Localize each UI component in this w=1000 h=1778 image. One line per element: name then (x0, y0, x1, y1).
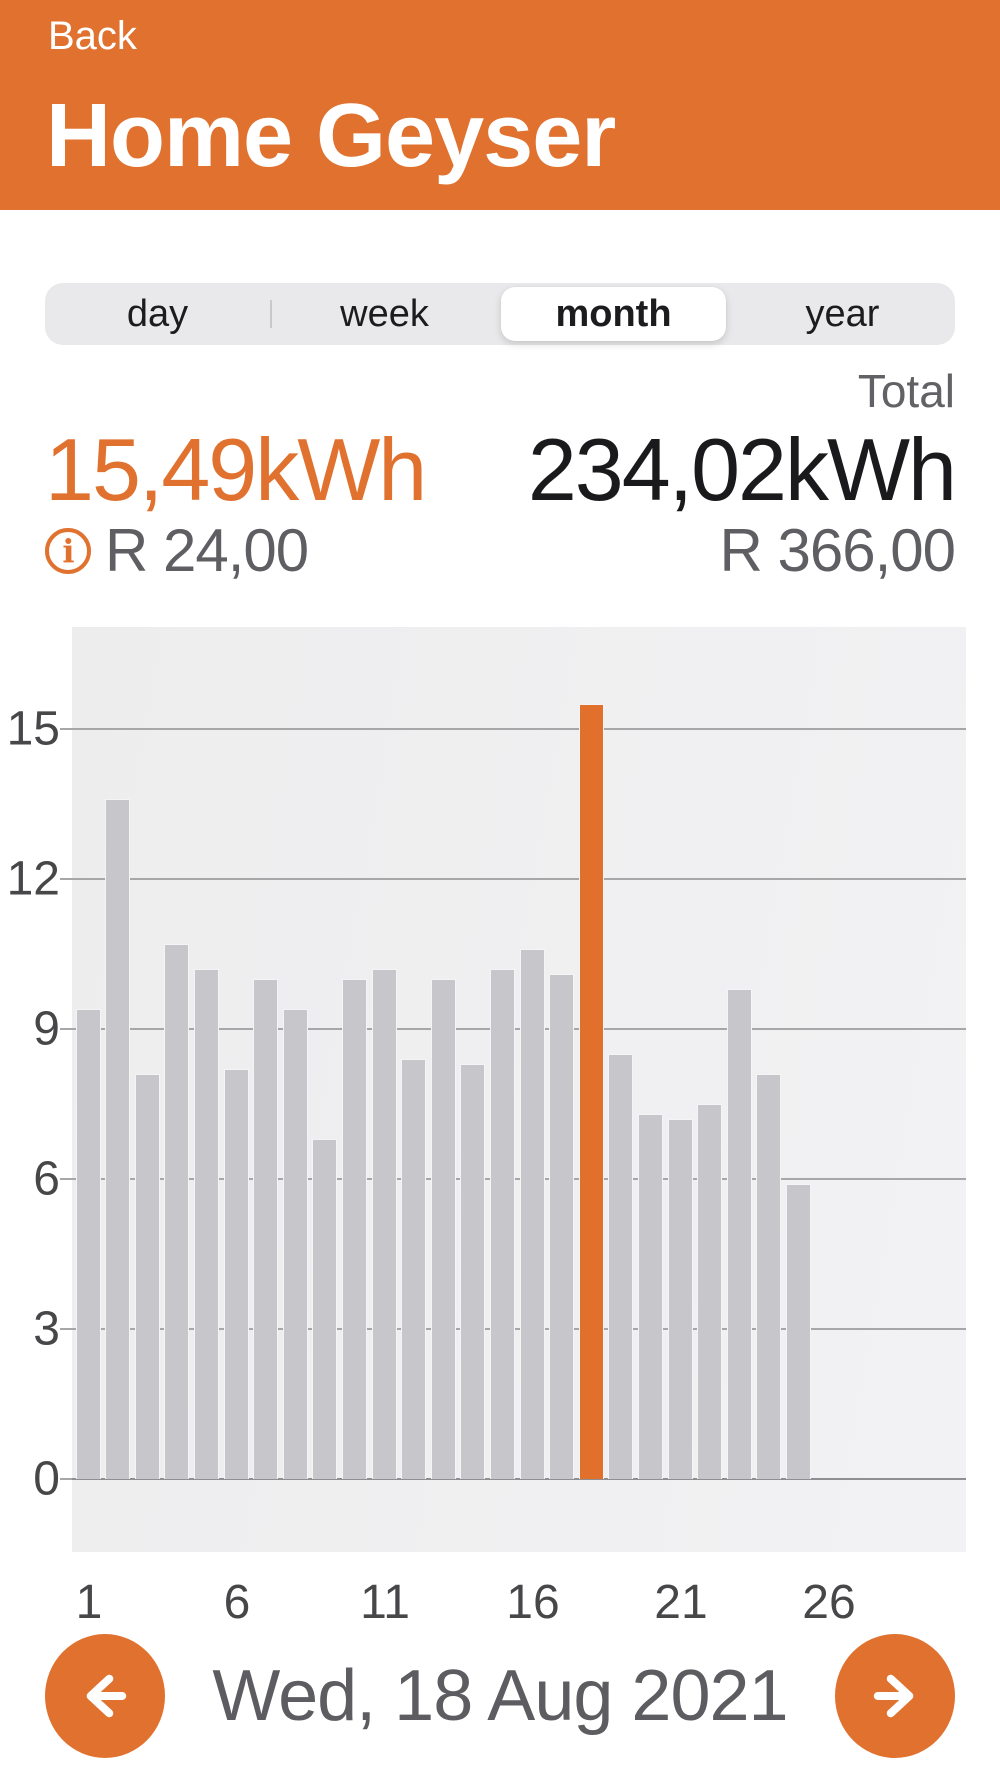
y-tick-label-9: 9 (33, 1002, 60, 1056)
y-tick-mark (60, 1178, 72, 1180)
gridline-15 (72, 728, 966, 730)
x-tick-label-16: 16 (506, 1576, 560, 1629)
y-tick-label-15: 15 (6, 702, 60, 756)
chart-bar-day-8[interactable] (283, 1009, 308, 1479)
page-title: Home Geyser (46, 86, 616, 186)
chart-bar-day-4[interactable] (164, 944, 189, 1479)
chart-bar-day-16[interactable] (520, 949, 545, 1479)
total-label: Total (857, 365, 955, 417)
selected-date-label: Wed, 18 Aug 2021 (212, 1656, 788, 1736)
back-button[interactable]: Back (48, 14, 137, 58)
chart-bar-day-12[interactable] (401, 1059, 426, 1479)
chart-bar-day-23[interactable] (727, 989, 752, 1479)
x-tick-label-21: 21 (654, 1576, 708, 1629)
chart-bar-day-9[interactable] (312, 1139, 337, 1479)
period-segmented-control: day week month year (45, 283, 955, 345)
x-tick-label-6: 6 (223, 1576, 251, 1629)
tab-day[interactable]: day (126, 292, 189, 335)
next-day-button[interactable] (835, 1634, 955, 1758)
chart-bar-day-24[interactable] (756, 1074, 781, 1479)
gridline-6 (72, 1178, 966, 1180)
tab-year[interactable]: year (805, 292, 880, 335)
y-tick-label-0: 0 (33, 1452, 60, 1506)
x-tick-label-26: 26 (802, 1576, 856, 1629)
chart-bar-day-11[interactable] (372, 969, 397, 1479)
gridline-12 (72, 878, 966, 880)
selected-day-cost-row: i R 24,00 (45, 516, 309, 585)
info-circle-icon[interactable]: i (45, 527, 91, 574)
chart-bar-day-3[interactable] (135, 1074, 160, 1479)
stats-panel: Total 15,49kWh 234,02kWh i R 24,00 R 366… (45, 362, 957, 585)
header: Back Home Geyser (0, 0, 1000, 210)
chart-bar-day-21[interactable] (668, 1119, 693, 1479)
arrow-right-icon (873, 1674, 914, 1718)
chart-bar-day-15[interactable] (490, 969, 515, 1479)
chart-bar-day-17[interactable] (549, 974, 574, 1479)
chart-plot-area (72, 627, 966, 1552)
chart-bar-selected-day-18[interactable] (579, 704, 604, 1479)
y-tick-label-12: 12 (6, 852, 60, 906)
chart-bar-day-25[interactable] (786, 1184, 811, 1479)
chart-bar-day-10[interactable] (342, 979, 367, 1479)
x-axis-line (72, 1478, 966, 1480)
chart-bar-day-2[interactable] (105, 799, 130, 1479)
y-tick-mark (60, 1478, 72, 1480)
selected-day-energy: 15,49kWh (45, 420, 427, 519)
y-tick-mark (60, 878, 72, 880)
gridline-3 (72, 1328, 966, 1330)
chart-bar-day-13[interactable] (431, 979, 456, 1479)
chart-bar-day-20[interactable] (638, 1114, 663, 1479)
tab-month[interactable]: month (501, 287, 726, 341)
x-tick-label-1: 1 (75, 1576, 103, 1629)
chart-bar-day-1[interactable] (76, 1009, 101, 1479)
segment-divider (270, 300, 272, 328)
previous-day-button[interactable] (45, 1634, 165, 1758)
y-tick-mark (60, 1328, 72, 1330)
date-navigator: Wed, 18 Aug 2021 (0, 1632, 1000, 1760)
total-cost: R 366,00 (719, 517, 956, 584)
tab-week[interactable]: week (340, 292, 429, 335)
chart-bar-day-6[interactable] (224, 1069, 249, 1479)
gridline-9 (72, 1028, 966, 1030)
y-tick-label-3: 3 (33, 1302, 60, 1356)
total-energy: 234,02kWh (527, 420, 957, 519)
bar-chart: 0 3 6 9 12 15 1 6 11 16 21 26 (0, 627, 1000, 1629)
x-tick-label-11: 11 (360, 1576, 410, 1629)
chart-bar-day-7[interactable] (253, 979, 278, 1479)
arrow-left-icon (86, 1674, 127, 1718)
y-tick-mark (60, 1028, 72, 1030)
selected-day-cost: R 24,00 (105, 517, 309, 584)
y-tick-label-6: 6 (33, 1152, 60, 1206)
chart-bar-day-22[interactable] (697, 1104, 722, 1479)
chart-bar-day-19[interactable] (608, 1054, 633, 1479)
chart-bar-day-14[interactable] (460, 1064, 485, 1479)
chart-bar-day-5[interactable] (194, 969, 219, 1479)
y-tick-mark (60, 728, 72, 730)
